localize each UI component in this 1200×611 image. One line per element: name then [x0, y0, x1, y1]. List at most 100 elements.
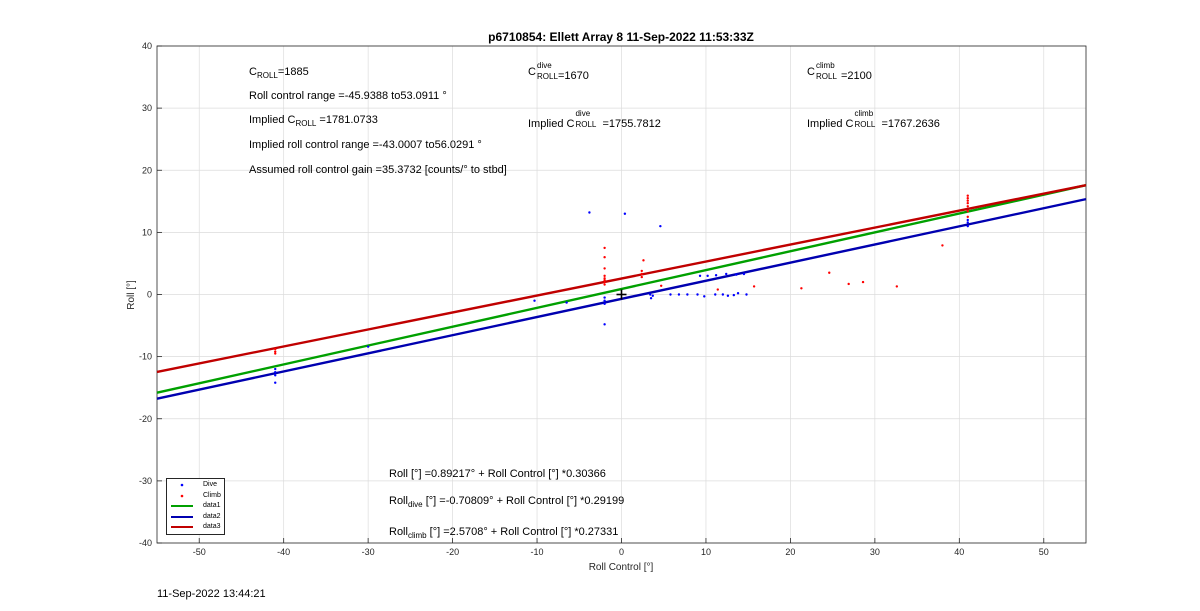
x-tick-label: 20 — [785, 547, 795, 557]
point-dive — [745, 293, 748, 296]
x-tick-label: 10 — [701, 547, 711, 557]
point-climb — [640, 269, 643, 273]
point-climb — [274, 347, 277, 351]
legend-item: data2 — [167, 512, 224, 522]
fit-line-data1 — [156, 184, 1087, 394]
fit-dive-rest: [°] =-0.70809° + Roll Control [°] *0.291… — [422, 495, 625, 507]
x-tick-label: -40 — [277, 547, 290, 557]
point-dive — [651, 294, 654, 297]
point-dive — [725, 272, 728, 276]
implied-dive-sub: ROLL — [575, 120, 597, 129]
y-tick-label: 40 — [142, 41, 152, 51]
point-dive — [732, 293, 736, 297]
legend-swatch — [171, 526, 193, 528]
c-roll-climb-sub: ROLL — [816, 72, 837, 81]
point-dive — [623, 212, 627, 215]
implied-dive-value: =1755.7812 — [602, 118, 661, 130]
implied-climb-prefix: Implied C — [807, 118, 854, 130]
fit-climb-sub: climb — [407, 531, 427, 540]
implied-roll-control-range: Implied roll control range =-43.0007 to5… — [249, 139, 482, 151]
c-roll-climb-sup: climb — [816, 61, 835, 70]
point-climb — [966, 210, 969, 213]
c-roll-dive-sub: ROLL — [537, 72, 558, 81]
point-climb — [966, 201, 969, 205]
point-dive — [726, 294, 730, 297]
implied-c-roll: Implied CROLL =1781.0733 — [249, 114, 378, 130]
y-tick-label: 10 — [142, 227, 152, 237]
point-climb — [603, 274, 606, 278]
legend-label: data1 — [203, 502, 221, 509]
data-points — [274, 194, 969, 384]
fit-dive-base: Roll — [389, 495, 408, 507]
point-climb — [640, 275, 643, 279]
chart-title: p6710854: Ellett Array 8 11-Sep-2022 11:… — [488, 30, 754, 44]
fit-dive-sub: dive — [407, 500, 423, 509]
point-climb — [603, 246, 606, 250]
legend-item: data1 — [167, 501, 224, 511]
x-tick-label: 30 — [870, 547, 880, 557]
c-roll-dive-value: =1670 — [558, 70, 589, 82]
y-tick-label: -30 — [139, 476, 152, 486]
c-roll-base: C — [249, 66, 257, 78]
x-tick-label: -50 — [193, 547, 206, 557]
implied-prefix: Implied C — [249, 114, 296, 126]
implied-dive-sup: dive — [575, 109, 591, 118]
point-dive — [721, 293, 725, 296]
y-tick-label: -40 — [139, 538, 152, 548]
point-dive — [533, 299, 536, 302]
implied-dive-symbol: dive ROLL — [574, 109, 602, 129]
point-dive — [649, 297, 653, 300]
legend-swatch — [180, 483, 184, 487]
x-tick-label: 0 — [619, 547, 624, 557]
implied-climb-value: =1767.2636 — [881, 118, 940, 130]
point-dive — [669, 293, 672, 296]
point-dive — [274, 381, 277, 384]
c-roll-climb-base: C — [807, 66, 815, 78]
legend-item: Climb — [167, 491, 224, 501]
point-dive — [706, 274, 709, 278]
legend-swatch — [171, 505, 193, 507]
implied-sub: ROLL — [295, 119, 317, 128]
x-axis-label: Roll Control [°] — [589, 562, 654, 573]
c-roll-climb-value: =2100 — [841, 70, 872, 82]
fit-climb-base: Roll — [389, 526, 408, 538]
point-dive — [274, 370, 277, 374]
footer-timestamp: 11-Sep-2022 13:44:21 — [157, 588, 266, 600]
legend-item: data3 — [167, 522, 224, 532]
y-tick-label: 0 — [147, 290, 152, 300]
x-tick-label: 50 — [1039, 547, 1049, 557]
y-axis-ticks: -40 -30 -20 -10 0 10 20 30 40 — [139, 41, 162, 548]
point-dive — [603, 299, 606, 302]
y-tick-label: 20 — [142, 165, 152, 175]
point-climb — [966, 215, 969, 219]
point-dive — [659, 224, 662, 228]
y-tick-label: 30 — [142, 103, 152, 113]
point-dive — [686, 293, 689, 296]
legend-dot — [180, 483, 184, 487]
point-climb — [603, 267, 606, 270]
point-climb — [941, 244, 944, 247]
implied-climb-sub: ROLL — [854, 120, 876, 129]
c-roll-annotation: CROLL=1885 — [249, 66, 309, 82]
point-climb — [966, 199, 969, 202]
origin-marker — [616, 289, 627, 300]
point-dive — [714, 293, 717, 296]
fit-line-data3 — [156, 183, 1087, 374]
point-climb — [640, 272, 643, 276]
point-dive — [274, 367, 277, 371]
point-climb — [966, 197, 969, 200]
legend-label: data2 — [203, 512, 221, 520]
point-dive — [735, 273, 738, 276]
point-climb — [752, 285, 756, 288]
assumed-gain: Assumed roll control gain =35.3732 [coun… — [249, 164, 507, 176]
point-dive — [565, 301, 568, 304]
point-dive — [736, 292, 740, 295]
point-climb — [603, 279, 606, 282]
legend: Dive Climb data1 data2 data3 — [166, 478, 225, 535]
fit-climb-equation: Rollclimb [°] =2.5708° + Roll Control [°… — [389, 526, 618, 542]
